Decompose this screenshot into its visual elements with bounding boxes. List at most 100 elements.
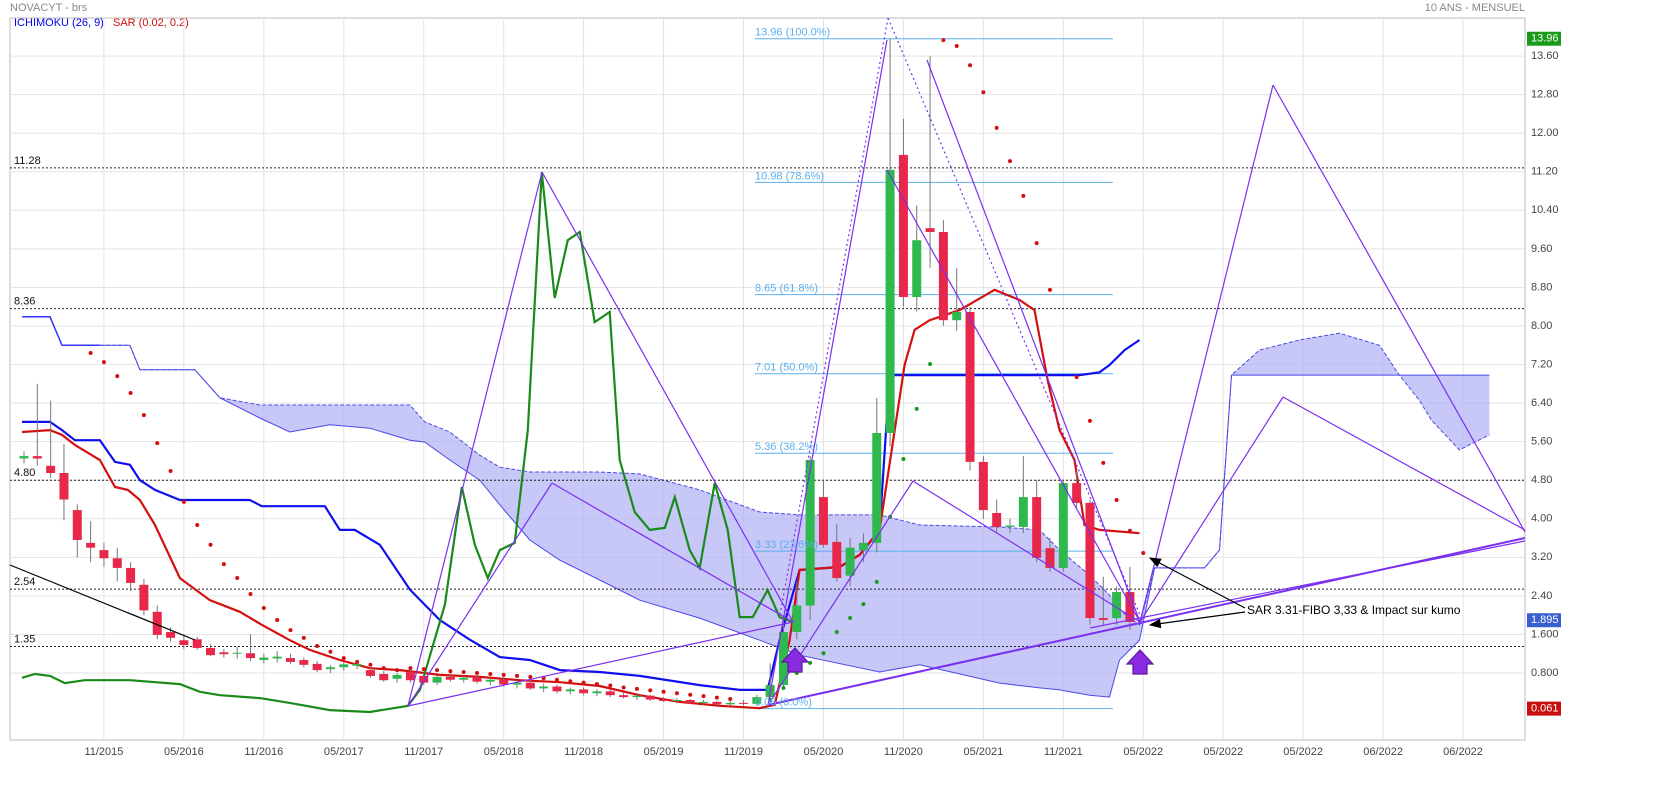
candle-body [179, 640, 189, 646]
candle-body [1085, 502, 1095, 619]
candle-body [712, 701, 722, 705]
labels: SAR 3.31-FIBO 3,33 & Impact sur kumo 0.8… [14, 27, 1561, 758]
trend-line [9, 564, 196, 641]
candle-body [725, 702, 735, 705]
candle-body [232, 652, 242, 654]
candle-body [752, 697, 762, 704]
sar-dot [621, 685, 626, 690]
x-tick-label: 05/2018 [484, 746, 524, 758]
fib-label: 3.33 (23.6%) [755, 539, 818, 551]
x-tick-label: 05/2019 [644, 746, 684, 758]
price-badge [1527, 701, 1561, 716]
sar-dot [968, 63, 973, 68]
price-badge [1527, 31, 1561, 46]
trend-line [1139, 396, 1284, 623]
sar-dot [88, 350, 93, 355]
sar-dot [941, 38, 946, 43]
candle-body [405, 672, 415, 681]
sar-dot [634, 686, 639, 691]
candle-body [139, 584, 149, 611]
sar-dot [554, 677, 559, 682]
sar-dot [848, 616, 853, 621]
fib-label: 5.36 (38.2%) [755, 441, 818, 453]
y-tick-label: 6.40 [1531, 397, 1552, 409]
sar-dot [1141, 550, 1146, 555]
candle-body [419, 675, 429, 683]
x-tick-label: 06/2022 [1363, 746, 1403, 758]
data-layer [10, 38, 1525, 714]
x-tick-label: 06/2022 [1443, 746, 1483, 758]
annotation-arrow [1148, 611, 1246, 629]
y-tick-label: 4.80 [1531, 474, 1552, 486]
x-tick-label: 11/2019 [724, 746, 763, 758]
candle-body [126, 567, 136, 583]
y-tick-label: 12.80 [1531, 89, 1559, 101]
candle-body [605, 691, 615, 696]
trend-line [912, 480, 1141, 623]
sar-dot [874, 579, 879, 584]
sar-dot [728, 697, 733, 702]
candle-body [659, 699, 669, 701]
level-label: 4.80 [14, 467, 35, 479]
candle-body [565, 689, 575, 692]
sar-dot [1008, 159, 1013, 164]
price-badge [1527, 613, 1561, 628]
sar-dot [408, 666, 413, 671]
x-tick-label: 11/2016 [244, 746, 283, 758]
candle-body [1058, 483, 1068, 568]
y-tick-label: 4.00 [1531, 513, 1552, 525]
sar-dot [914, 406, 919, 411]
sar-dot [1034, 241, 1039, 246]
candle-body [672, 699, 682, 701]
fib-label: 0.06 (0.0%) [755, 697, 812, 709]
kumo-span-b [99, 344, 1490, 698]
sar-dot [235, 576, 240, 581]
y-tick-label: 1.600 [1531, 628, 1559, 640]
y-tick-label: 5.60 [1531, 436, 1552, 448]
candle-body [219, 652, 229, 655]
trend-line [551, 482, 794, 623]
sar-dot [155, 441, 160, 446]
sar-dot [328, 649, 333, 654]
sar-dot [701, 694, 706, 699]
kumo-fill [99, 333, 1490, 698]
price-badge-label: 0.061 [1531, 703, 1559, 715]
candle-body [152, 611, 162, 635]
legend-entry: ICHIMOKU (26, 9) [14, 17, 104, 29]
trend-line [1282, 396, 1526, 531]
candle-body [312, 663, 322, 671]
sar-dot [1087, 418, 1092, 423]
candle-body [192, 639, 202, 648]
level-label: 1.35 [14, 633, 35, 645]
candle-body [699, 701, 709, 703]
candle-body [432, 676, 442, 683]
y-tick-label: 12.00 [1531, 127, 1559, 139]
y-tick-label: 2.40 [1531, 590, 1552, 602]
candle-body [46, 465, 56, 473]
candle-body [1018, 497, 1028, 527]
candle-body [285, 658, 295, 662]
legend-entry: SAR (0.02, 0.2) [113, 17, 189, 29]
candle-body [592, 691, 602, 694]
candle-body [1032, 497, 1042, 558]
candle-body [845, 547, 855, 576]
sar-dot [275, 617, 280, 622]
y-tick-label: 9.60 [1531, 243, 1552, 255]
sar-dot [208, 542, 213, 547]
level-label: 8.36 [14, 296, 35, 308]
candle-body [352, 663, 362, 666]
candle-body [645, 695, 655, 700]
fib-label: 8.65 (61.8%) [755, 283, 818, 295]
y-tick-label: 13.60 [1531, 50, 1559, 62]
sar-dot [221, 562, 226, 567]
candle-body [898, 154, 908, 298]
trend-line [407, 482, 553, 707]
candle-body [832, 541, 842, 579]
candle-body [379, 673, 389, 681]
sar-dot [475, 671, 480, 676]
candle-body [299, 659, 309, 665]
candle-body [1112, 592, 1122, 619]
sar-dot [781, 685, 786, 690]
sar-dot [368, 662, 373, 667]
